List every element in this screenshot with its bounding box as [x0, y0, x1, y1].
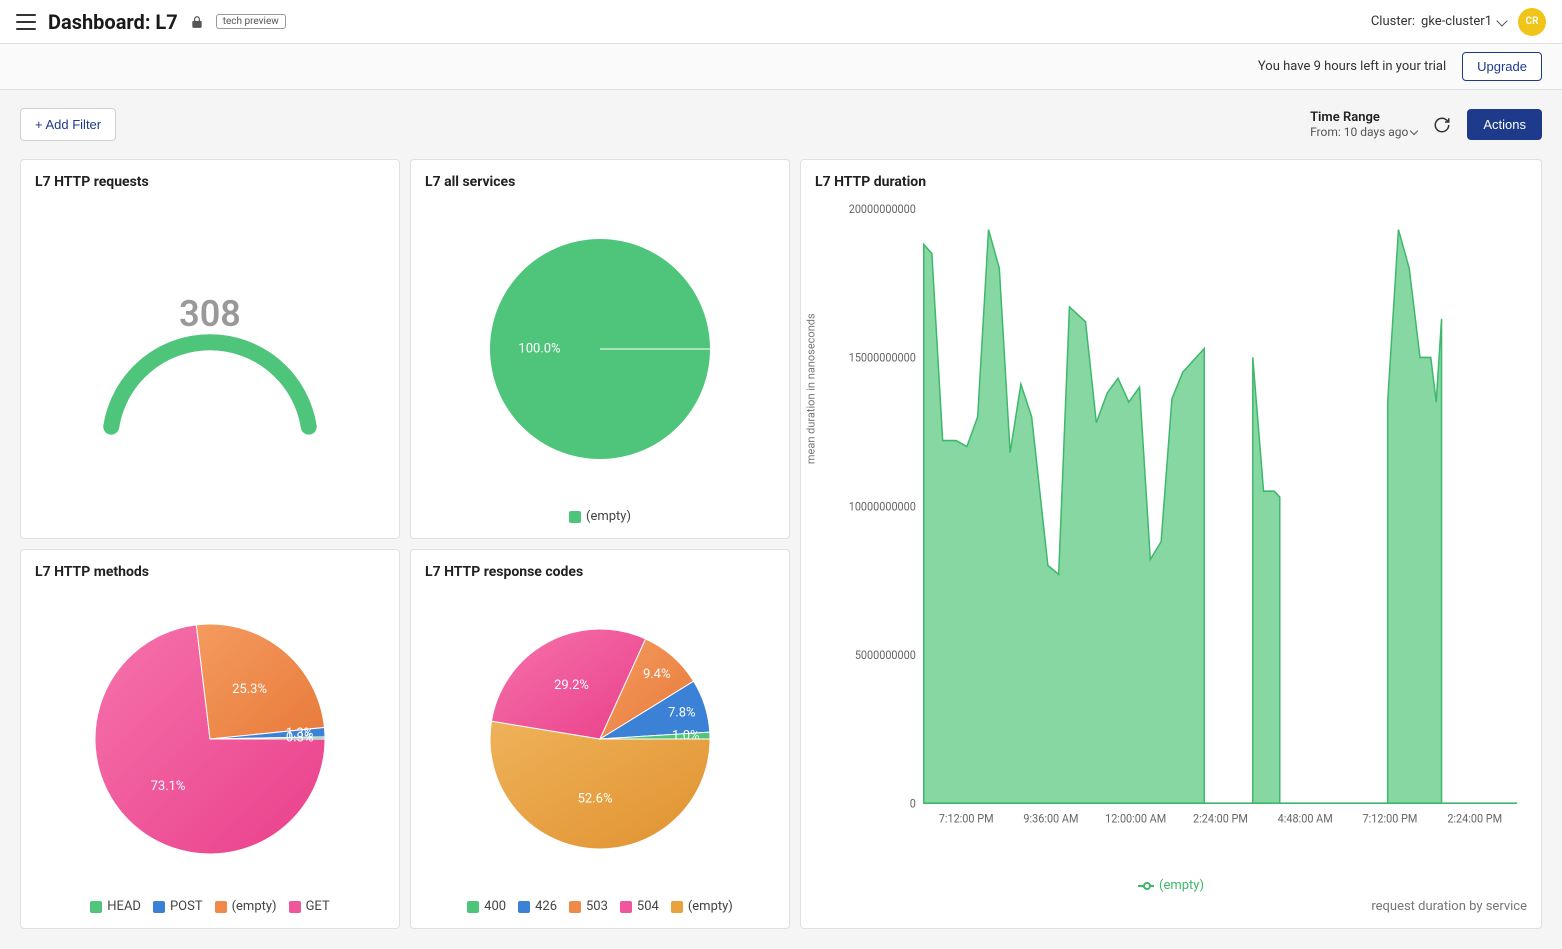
legend-item[interactable]: (empty): [569, 509, 631, 524]
svg-text:20000000000: 20000000000: [849, 202, 916, 217]
legend-methods: HEAD POST (empty) GET: [35, 889, 385, 914]
legend-item[interactable]: (empty): [1138, 878, 1204, 893]
svg-text:4:48:00 AM: 4:48:00 AM: [1278, 811, 1333, 826]
top-bar: Dashboard: L7 tech preview Cluster: gke-…: [0, 0, 1562, 44]
card-response-codes: L7 HTTP response codes 52.6% 29.2% 9.4% 7.8…: [410, 549, 790, 929]
add-filter-button[interactable]: + Add Filter: [20, 108, 116, 141]
cluster-label: Cluster:: [1371, 14, 1415, 29]
upgrade-button[interactable]: Upgrade: [1462, 52, 1542, 81]
svg-text:29.2%: 29.2%: [554, 678, 589, 693]
time-range-label: Time Range: [1310, 110, 1417, 125]
card-title: L7 HTTP requests: [35, 174, 385, 190]
legend-item[interactable]: 504: [620, 899, 659, 914]
legend-item[interactable]: (empty): [215, 899, 277, 914]
trial-bar: You have 9 hours left in your trial Upgr…: [0, 44, 1562, 90]
svg-text:2:24:00 PM: 2:24:00 PM: [1447, 811, 1502, 826]
card-all-services: L7 all services 100.0% (empty): [410, 159, 790, 539]
y-axis-label: mean duration in nanoseconds: [805, 313, 818, 464]
card-title: L7 HTTP duration: [815, 174, 1527, 190]
gauge-body: 308: [35, 198, 385, 524]
dashboard-grid: L7 HTTP requests 308 L7 all services 100…: [0, 159, 1562, 949]
area-body: mean duration in nanoseconds 05000000000…: [815, 198, 1527, 868]
svg-text:73.1%: 73.1%: [151, 778, 186, 793]
legend-item[interactable]: 400: [467, 899, 506, 914]
svg-text:9:36:00 AM: 9:36:00 AM: [1023, 811, 1078, 826]
svg-text:7:12:00 PM: 7:12:00 PM: [1363, 811, 1418, 826]
svg-text:2:24:00 PM: 2:24:00 PM: [1193, 811, 1248, 826]
card-http-methods: L7 HTTP methods 73.1%25.3%1.3%0.3% HEADP…: [20, 549, 400, 929]
controls-right: Time Range From: 10 days ago Actions: [1310, 109, 1542, 140]
legend-item[interactable]: 503: [569, 899, 608, 914]
cluster-name: gke-cluster1: [1421, 14, 1492, 29]
svg-text:1.0%: 1.0%: [672, 728, 700, 743]
pie-body: 52.6% 29.2% 9.4% 7.8% 1.0%: [425, 588, 775, 889]
svg-text:10000000000: 10000000000: [849, 499, 916, 514]
lock-icon: [190, 15, 204, 29]
pie-chart-methods: 73.1%25.3%1.3%0.3%: [80, 599, 340, 879]
card-http-requests: L7 HTTP requests 308: [20, 159, 400, 539]
actions-button[interactable]: Actions: [1467, 109, 1542, 140]
trial-message: You have 9 hours left in your trial: [1258, 59, 1446, 74]
svg-text:5000000000: 5000000000: [855, 647, 916, 662]
legend-services: (empty): [425, 499, 775, 524]
chevron-down-icon: [1496, 15, 1507, 26]
area-chart: 0 5000000000 10000000000 15000000000 2000000…: [815, 198, 1527, 868]
refresh-icon[interactable]: [1433, 116, 1451, 134]
time-range-from: From: 10 days ago: [1310, 125, 1417, 139]
svg-text:9.4%: 9.4%: [643, 667, 671, 682]
svg-text:0.3%: 0.3%: [286, 730, 314, 745]
avatar[interactable]: CR: [1518, 8, 1546, 36]
top-bar-left: Dashboard: L7 tech preview: [16, 10, 286, 34]
pie-body: 100.0%: [425, 198, 775, 499]
svg-text:52.6%: 52.6%: [578, 791, 613, 806]
svg-text:7.8%: 7.8%: [668, 705, 696, 720]
pie-chart-codes: 52.6% 29.2% 9.4% 7.8% 1.0%: [470, 599, 730, 879]
svg-text:0: 0: [910, 796, 916, 811]
card-http-duration: L7 HTTP duration mean duration in nanose…: [800, 159, 1542, 929]
legend-item[interactable]: GET: [289, 899, 330, 914]
pie-chart-services: 100.0%: [470, 219, 730, 479]
svg-text:25.3%: 25.3%: [232, 682, 267, 697]
top-bar-right: Cluster: gke-cluster1 CR: [1371, 8, 1546, 36]
controls-bar: + Add Filter Time Range From: 10 days ag…: [0, 90, 1562, 159]
card-title: L7 HTTP methods: [35, 564, 385, 580]
svg-text:15000000000: 15000000000: [849, 350, 916, 365]
card-footer: request duration by service: [815, 893, 1527, 914]
time-range[interactable]: Time Range From: 10 days ago: [1310, 110, 1417, 139]
tech-preview-badge: tech preview: [216, 14, 286, 29]
card-title: L7 all services: [425, 174, 775, 190]
legend-codes: 400 426 503 504 (empty): [425, 889, 775, 914]
legend-item[interactable]: HEAD: [90, 899, 141, 914]
legend-duration: (empty): [815, 868, 1527, 893]
card-title: L7 HTTP response codes: [425, 564, 775, 580]
svg-text:7:12:00 PM: 7:12:00 PM: [939, 811, 994, 826]
svg-text:12:00:00 AM: 12:00:00 AM: [1105, 811, 1166, 826]
legend-item[interactable]: 426: [518, 899, 557, 914]
gauge-value: 308: [179, 293, 241, 335]
pie-body: 73.1%25.3%1.3%0.3%: [35, 588, 385, 889]
svg-text:100.0%: 100.0%: [518, 341, 560, 356]
page-title: Dashboard: L7: [48, 10, 178, 34]
menu-icon[interactable]: [16, 14, 36, 30]
legend-item[interactable]: (empty): [671, 899, 733, 914]
cluster-selector[interactable]: Cluster: gke-cluster1: [1371, 14, 1506, 29]
legend-item[interactable]: POST: [153, 899, 203, 914]
